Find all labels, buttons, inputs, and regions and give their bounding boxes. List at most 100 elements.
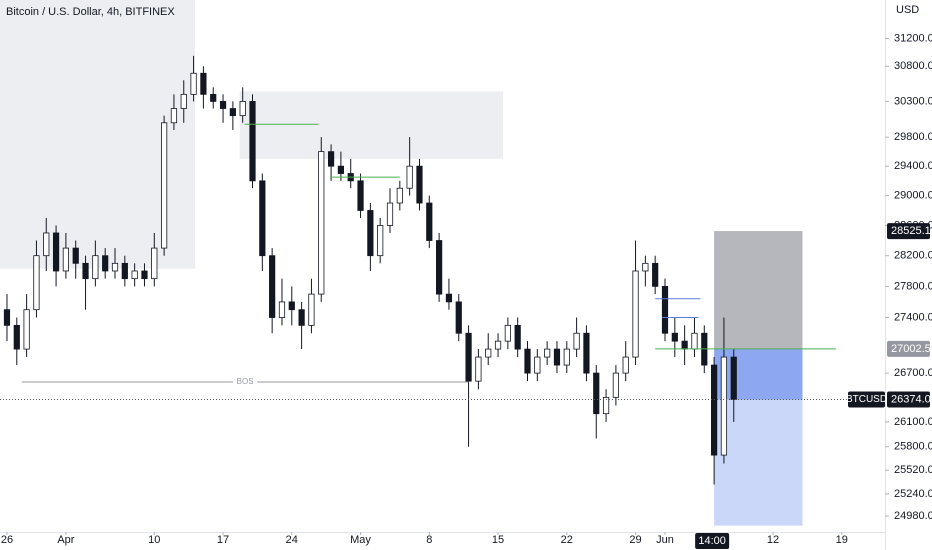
candle-body [396,187,403,204]
candle-body [33,255,40,311]
candle-body [711,364,718,456]
candle-body [426,202,433,241]
candle-body [377,225,384,257]
y-tick-label: 27800.0 [894,280,932,292]
candles [3,55,737,485]
chart-title: Bitcoin / U.S. Dollar, 4h, BITFINEX [6,6,175,18]
candle-body [121,262,128,280]
candle-body [269,255,276,318]
candle-body [455,301,462,334]
y-tick-label: 28200.0 [894,250,932,262]
y-unit: USD [896,4,919,16]
target-price-label-box [887,223,930,240]
x-tick-label: 26 [1,534,13,546]
x-tick-label: 8 [426,534,432,546]
candle-body [170,108,178,124]
candle-body [730,356,737,400]
x-tick-label: Jun [656,534,674,546]
candle-body [720,356,728,456]
candle-body [671,332,678,342]
candle-body [534,356,541,374]
candle-body [52,232,60,272]
candle-body [386,202,394,226]
entry-price-label: 27002.5 [891,343,931,355]
candle-body [161,122,168,249]
x-tick-label: 22 [561,534,573,546]
candle-body [62,247,70,272]
candle-body [13,324,20,350]
axes: 31200.0 30800.0 30300.0 29800.0 29400.0 29000… [1,32,932,549]
candle-body [573,332,580,350]
candle-body [436,240,443,295]
candle-body [200,72,207,95]
x-tick-label: 24 [286,534,298,546]
candle-body [524,348,531,374]
candle-body [327,151,335,167]
candle-body [229,108,236,117]
candle-body [239,101,246,117]
candle-body [691,332,698,350]
candle-body [308,293,315,326]
x-tick-label: 29 [629,534,641,546]
candle-body [445,293,453,303]
x-tick-label: 15 [492,534,504,546]
candle-body [602,396,610,415]
position-open-loss [714,348,803,400]
candle-body [102,255,109,272]
position-stop [714,348,803,526]
x-tick-label: 10 [148,534,160,546]
candle-body [593,372,600,415]
candle-body [612,372,619,398]
entry-price-label-box [887,340,930,357]
y-tick-label: 29000.0 [894,190,932,202]
y-tick-label: 31200.0 [894,32,932,44]
x-tick-label: 17 [217,534,229,546]
crosshair-x-label: 14:00 [698,535,726,547]
y-tick-label: 29400.0 [894,160,932,172]
y-tick-label: 30800.0 [894,60,932,72]
candle-body [111,262,119,272]
y-tick-label: 25240.0 [894,488,932,500]
candle-body [298,309,305,326]
candle-body [416,165,423,204]
candle-body [190,72,197,95]
position-target [714,231,803,349]
candle-body [583,332,590,374]
candle-body [642,262,649,272]
candle-body [210,93,217,102]
candle-body [3,309,11,326]
x-tick-label: 12 [767,534,779,546]
candle-body [504,324,511,342]
candle-body [288,301,295,311]
target-price-label: 28525.1 [891,225,931,237]
candle-body [278,301,286,318]
symbol-label: BTCUSD [846,394,887,405]
y-tick-label: 26100.0 [894,416,932,428]
bos-label: BOS [237,377,254,386]
x-tick-label: 19 [836,534,848,546]
candle-body [249,101,256,182]
candle-body [544,348,551,358]
candle-body [494,340,502,350]
candle-body [141,270,148,280]
candle-body [23,309,30,350]
zone [239,91,503,159]
candle-body [632,270,639,358]
x-tick-label: Apr [57,534,74,546]
candle-body [485,348,492,358]
candle-body [367,210,374,257]
crosshair-x-box [695,533,730,549]
candle-body [92,255,99,280]
candle-body [180,93,187,109]
candle-body [318,151,325,295]
candle-body [553,348,561,366]
candle-body [563,348,570,366]
candle-body [652,262,659,287]
y-tick-label: 24980.0 [894,510,932,522]
annotations-front: BOS [0,123,885,400]
y-tick-label: 25800.0 [894,441,932,453]
candle-body [622,356,629,374]
candle-body [219,101,227,109]
candle-body [475,356,482,382]
